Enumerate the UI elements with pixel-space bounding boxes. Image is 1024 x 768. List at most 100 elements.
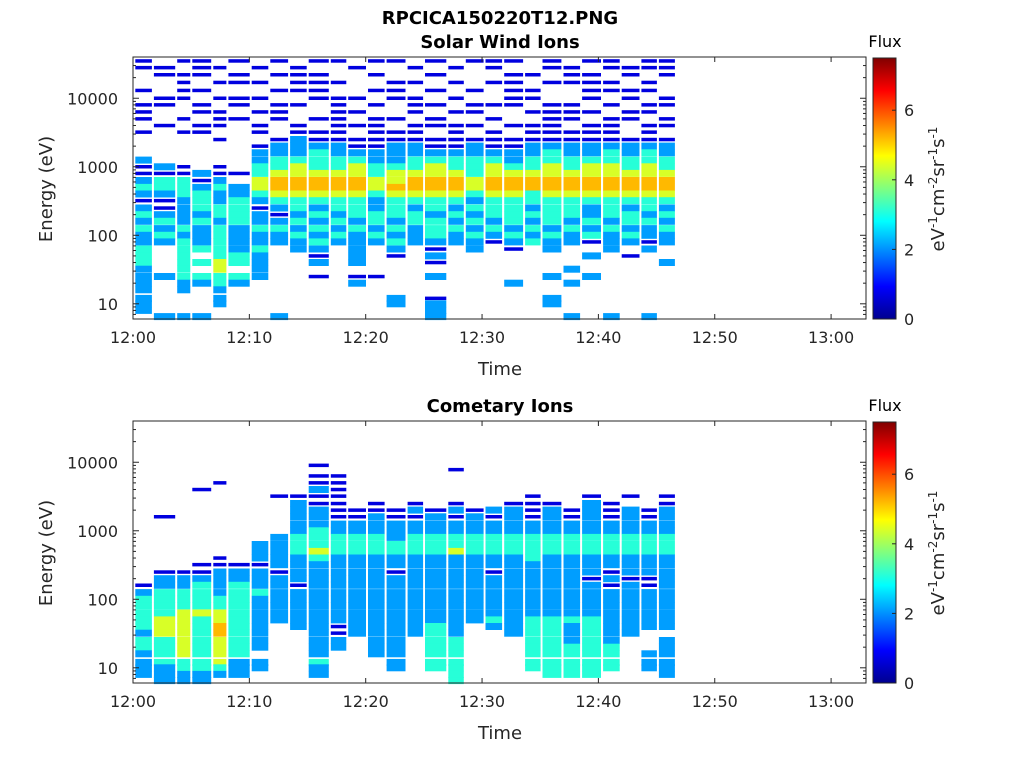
- spectrogram-cell: [153, 629, 176, 637]
- spectrogram-cell: [658, 190, 675, 198]
- spectrogram-cell: [251, 554, 269, 562]
- spectrogram-cell: [641, 137, 657, 142]
- spectrogram-cell: [228, 643, 250, 651]
- spectrogram-cell: [658, 609, 675, 617]
- spectrogram-cell: [407, 238, 424, 246]
- spectrogram-cell: [563, 547, 581, 555]
- spectrogram-cell: [135, 59, 152, 63]
- spectrogram-cell: [153, 96, 176, 100]
- spectrogram-cell: [386, 623, 406, 630]
- spectrogram-cell: [504, 183, 524, 191]
- spectrogram-cell: [251, 643, 269, 651]
- spectrogram-cell: [563, 670, 581, 678]
- spectrogram-cell: [348, 623, 366, 630]
- spectrogram-cell: [228, 217, 250, 225]
- spectrogram-cell: [504, 88, 524, 93]
- spectrogram-cell: [563, 575, 581, 583]
- spectrogram-cell: [425, 547, 447, 555]
- spectrogram-cell: [658, 589, 675, 597]
- spectrogram-cell: [251, 273, 269, 280]
- spectrogram-cell: [386, 130, 406, 134]
- spectrogram-cell: [425, 156, 447, 164]
- spectrogram-cell: [228, 211, 250, 219]
- spectrogram-cell: [192, 589, 212, 597]
- spectrogram-cell: [563, 595, 581, 603]
- spectrogram-cell: [213, 259, 227, 266]
- spectrogram-cell: [348, 527, 366, 535]
- spectrogram-cell: [213, 238, 227, 246]
- spectrogram-cell: [448, 156, 464, 164]
- spectrogram-cell: [135, 204, 152, 212]
- spectrogram-cell: [135, 265, 152, 273]
- spectrogram-cell: [542, 602, 562, 610]
- spectrogram-cell: [425, 533, 447, 541]
- spectrogram-cell: [582, 73, 601, 77]
- spectrogram-cell: [308, 217, 329, 225]
- spectrogram-cell: [308, 137, 329, 142]
- y-tick-label: 100: [87, 590, 118, 609]
- spectrogram-cell: [192, 259, 212, 266]
- spectrogram-cell: [308, 554, 329, 562]
- spectrogram-cell: [308, 541, 329, 548]
- spectrogram-cell: [251, 623, 269, 630]
- spectrogram-cell: [603, 520, 620, 528]
- spectrogram-cell: [425, 623, 447, 630]
- spectrogram-cell: [448, 169, 464, 177]
- spectrogram-cell: [270, 570, 289, 574]
- spectrogram-cell: [177, 217, 191, 225]
- spectrogram-cell: [407, 231, 424, 239]
- spectrogram-cell: [603, 225, 620, 233]
- spectrogram-cell: [270, 533, 289, 541]
- spectrogram-cell: [525, 163, 541, 171]
- spectrogram-cell: [542, 568, 562, 576]
- spectrogram-cell: [485, 520, 503, 528]
- spectrogram-cell: [563, 169, 581, 177]
- spectrogram-cell: [563, 177, 581, 184]
- spectrogram-cell: [485, 581, 503, 589]
- spectrogram-cell: [621, 554, 640, 562]
- spectrogram-cell: [308, 225, 329, 233]
- spectrogram-cell: [270, 231, 289, 239]
- spectrogram-cell: [192, 677, 212, 685]
- spectrogram-cell: [448, 568, 464, 576]
- spectrogram-cell: [135, 602, 152, 610]
- spectrogram-cell: [603, 65, 620, 70]
- spectrogram-cell: [251, 149, 269, 157]
- spectrogram-cell: [603, 527, 620, 535]
- spectrogram-cell: [192, 65, 212, 70]
- spectrogram-cell: [213, 80, 227, 85]
- spectrogram-cell: [582, 561, 601, 569]
- spectrogram-cell: [177, 225, 191, 233]
- spectrogram-cell: [290, 583, 307, 587]
- spectrogram-cell: [425, 609, 447, 617]
- spectrogram-cell: [504, 149, 524, 157]
- spectrogram-cell: [542, 506, 562, 514]
- spectrogram-cell: [582, 225, 601, 233]
- spectrogram-cell: [448, 589, 464, 597]
- spectrogram-cell: [658, 664, 675, 672]
- spectrogram-cell: [153, 602, 176, 610]
- spectrogram-cell: [407, 169, 424, 177]
- spectrogram-cell: [177, 273, 191, 280]
- spectrogram-cell: [603, 245, 620, 253]
- spectrogram-cell: [251, 130, 269, 134]
- spectrogram-cell: [485, 554, 503, 562]
- spectrogram-cell: [641, 149, 657, 157]
- spectrogram-cell: [465, 190, 484, 198]
- spectrogram-cell: [330, 142, 347, 150]
- spectrogram-cell: [542, 169, 562, 177]
- spectrogram-cell: [658, 494, 675, 498]
- spectrogram-cell: [386, 527, 406, 535]
- spectrogram-cell: [448, 637, 464, 644]
- spectrogram-cell: [603, 123, 620, 128]
- spectrogram-cell: [641, 609, 657, 617]
- spectrogram-cell: [192, 313, 212, 321]
- spectrogram-cell: [177, 581, 191, 589]
- spectrogram-cell: [621, 88, 640, 93]
- spectrogram-cell: [213, 637, 227, 644]
- spectrogram-cell: [448, 183, 464, 191]
- spectrogram-cell: [603, 583, 620, 587]
- spectrogram-cell: [177, 279, 191, 287]
- spectrogram-cell: [563, 117, 581, 121]
- spectrogram-cell: [348, 561, 366, 569]
